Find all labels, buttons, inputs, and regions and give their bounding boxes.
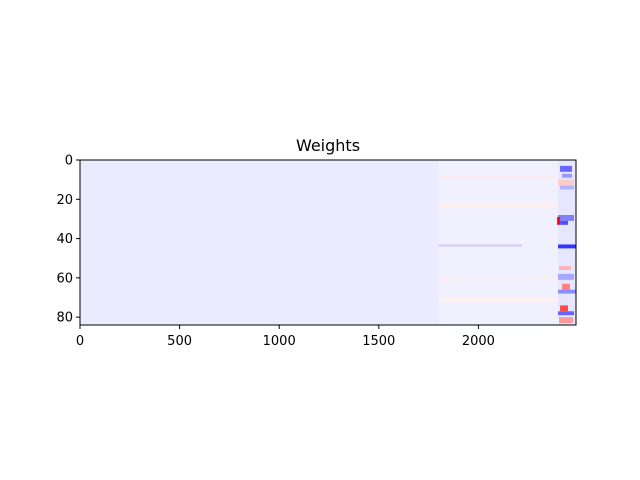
heatmap-cell-17: [438, 203, 559, 208]
heatmap-cell-2: [558, 179, 575, 186]
heatmap-band-0: [80, 160, 439, 325]
y-tick-label-1: 20: [56, 193, 73, 208]
heatmap-cell-4: [558, 215, 575, 221]
y-tick-label-2: 40: [56, 232, 73, 247]
y-axis: 0 20 40 60 80: [56, 154, 80, 326]
x-tick-label-1: 500: [167, 334, 192, 349]
heatmap-cell-16: [438, 175, 559, 178]
x-tick-label-2: 1000: [263, 334, 296, 349]
x-tick-label-4: 2000: [462, 334, 495, 349]
chart-title: Weights: [296, 136, 360, 155]
x-axis: 0 500 1000 1500 2000: [76, 325, 495, 349]
heatmap-cell-12: [558, 289, 576, 294]
heatmap-cell-3: [560, 185, 575, 190]
heatmap-cell-5: [557, 216, 561, 225]
heatmap-cell-13: [560, 305, 569, 312]
heatmap-cell-14: [558, 311, 575, 316]
y-tick-label-4: 80: [56, 311, 73, 326]
y-tick-label-3: 60: [56, 271, 73, 286]
heatmap-cell-0: [560, 165, 573, 172]
heatmap-cell-8: [438, 244, 523, 247]
heatmap-cell-19: [438, 297, 559, 302]
heatmap-cell-6: [560, 220, 569, 225]
x-tick-label-3: 1500: [362, 334, 395, 349]
heatmap-cells: [80, 160, 576, 325]
heatmap-cell-18: [438, 277, 559, 280]
x-tick-label-0: 0: [76, 334, 84, 349]
heatmap-cell-15: [559, 317, 574, 324]
heatmap-cell-7: [558, 244, 576, 249]
heatmap-cell-10: [558, 273, 575, 280]
y-tick-label-0: 0: [65, 154, 73, 169]
heatmap-cell-11: [562, 283, 571, 290]
axes-frame: [79, 159, 577, 326]
heatmap-cell-1: [562, 173, 573, 178]
heatmap-cell-9: [559, 266, 572, 270]
